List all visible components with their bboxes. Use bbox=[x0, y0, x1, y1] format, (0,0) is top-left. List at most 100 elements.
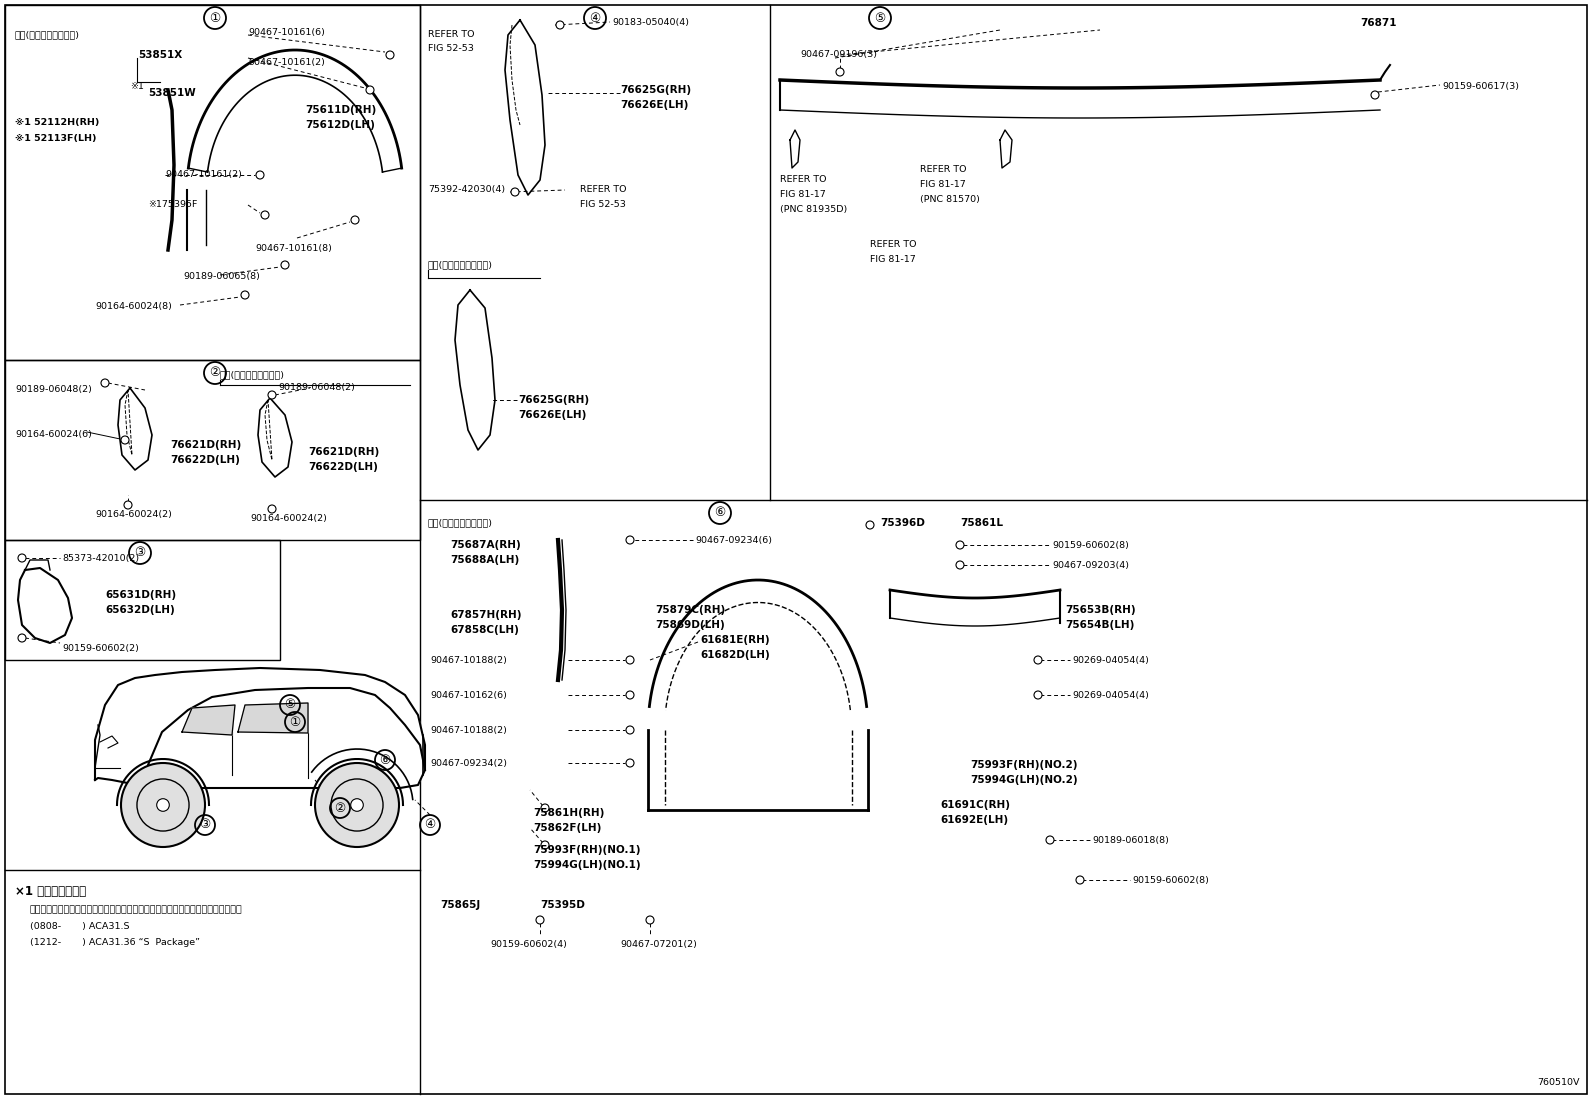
Circle shape bbox=[556, 21, 564, 29]
Circle shape bbox=[121, 763, 205, 847]
Circle shape bbox=[315, 763, 400, 847]
Circle shape bbox=[626, 759, 634, 767]
Text: 75993F(RH)(NO.2): 75993F(RH)(NO.2) bbox=[970, 761, 1078, 770]
Text: ×1 検索上のご注意: ×1 検索上のご注意 bbox=[14, 885, 86, 898]
Circle shape bbox=[957, 560, 965, 569]
Text: 90467-07201(2): 90467-07201(2) bbox=[619, 940, 697, 950]
Text: 76622D(LH): 76622D(LH) bbox=[170, 455, 240, 465]
Text: ※1: ※1 bbox=[131, 82, 143, 91]
Text: 90159-60602(4): 90159-60602(4) bbox=[490, 940, 567, 950]
Circle shape bbox=[124, 501, 132, 509]
Text: 90467-10161(2): 90467-10161(2) bbox=[248, 58, 325, 67]
Text: ②: ② bbox=[210, 366, 221, 379]
Circle shape bbox=[866, 521, 874, 529]
Text: ②: ② bbox=[334, 801, 345, 814]
Circle shape bbox=[1076, 876, 1084, 884]
Text: 次の型式及び仕様は、フロントバンパー体型のため、単品では補給していません。: 次の型式及び仕様は、フロントバンパー体型のため、単品では補給していません。 bbox=[30, 904, 242, 914]
Polygon shape bbox=[237, 703, 307, 733]
Text: 65632D(LH): 65632D(LH) bbox=[105, 606, 175, 615]
Text: 90269-04054(4): 90269-04054(4) bbox=[1071, 691, 1149, 700]
Polygon shape bbox=[96, 668, 425, 788]
Text: 53851W: 53851W bbox=[148, 88, 196, 98]
Text: 90159-60602(2): 90159-60602(2) bbox=[62, 644, 139, 653]
Circle shape bbox=[282, 260, 290, 269]
Circle shape bbox=[626, 656, 634, 664]
Text: 90467-10161(8): 90467-10161(8) bbox=[255, 244, 331, 253]
Circle shape bbox=[1046, 836, 1054, 844]
Text: 90183-05040(4): 90183-05040(4) bbox=[611, 18, 689, 27]
Text: (0808-       ) ACA31.S: (0808- ) ACA31.S bbox=[30, 922, 129, 931]
Text: FIG 52-53: FIG 52-53 bbox=[428, 44, 474, 53]
Text: 65631D(RH): 65631D(RH) bbox=[105, 590, 177, 600]
Text: 75653B(RH): 75653B(RH) bbox=[1065, 606, 1135, 615]
Text: 90164-60024(2): 90164-60024(2) bbox=[250, 514, 326, 523]
Text: REFER TO: REFER TO bbox=[780, 175, 826, 184]
Text: 76622D(LH): 76622D(LH) bbox=[307, 462, 377, 471]
Text: FIG 52-53: FIG 52-53 bbox=[579, 200, 626, 209]
Circle shape bbox=[267, 391, 275, 399]
Text: 90467-09234(2): 90467-09234(2) bbox=[430, 759, 506, 768]
Text: 75392-42030(4): 75392-42030(4) bbox=[428, 185, 505, 195]
Polygon shape bbox=[780, 80, 1380, 118]
Text: (1212-       ) ACA31.36 “S  Package”: (1212- ) ACA31.36 “S Package” bbox=[30, 939, 201, 947]
Circle shape bbox=[267, 506, 275, 513]
Circle shape bbox=[18, 554, 25, 562]
Circle shape bbox=[1033, 691, 1043, 699]
Text: 90164-60024(2): 90164-60024(2) bbox=[96, 510, 172, 519]
Circle shape bbox=[385, 51, 393, 59]
Text: ①: ① bbox=[290, 715, 301, 729]
Text: 76625G(RH): 76625G(RH) bbox=[619, 85, 691, 95]
Text: 90467-10162(6): 90467-10162(6) bbox=[430, 691, 506, 700]
Text: 67857H(RH): 67857H(RH) bbox=[451, 610, 522, 620]
Text: 61692E(LH): 61692E(LH) bbox=[939, 815, 1008, 825]
Circle shape bbox=[156, 799, 169, 811]
Text: 53851X: 53851X bbox=[139, 49, 181, 60]
Text: 90159-60602(8): 90159-60602(8) bbox=[1132, 876, 1208, 885]
Text: REFER TO: REFER TO bbox=[428, 30, 474, 38]
Text: 75879C(RH): 75879C(RH) bbox=[654, 606, 726, 615]
Circle shape bbox=[350, 217, 360, 224]
Text: 有り(オーバーフェンダ): 有り(オーバーフェンダ) bbox=[428, 260, 494, 269]
Text: 76625G(RH): 76625G(RH) bbox=[517, 395, 589, 406]
Text: 75654B(LH): 75654B(LH) bbox=[1065, 620, 1135, 630]
Circle shape bbox=[646, 915, 654, 924]
Text: 76871: 76871 bbox=[1360, 18, 1396, 27]
Bar bbox=[5, 360, 420, 540]
Circle shape bbox=[626, 726, 634, 734]
Text: 760510V: 760510V bbox=[1538, 1078, 1579, 1087]
Text: 76626E(LH): 76626E(LH) bbox=[619, 100, 688, 110]
Circle shape bbox=[350, 799, 363, 811]
Text: 90269-04054(4): 90269-04054(4) bbox=[1071, 656, 1149, 665]
Text: FIG 81-17: FIG 81-17 bbox=[869, 255, 915, 264]
Circle shape bbox=[537, 915, 544, 924]
Text: 有り(オーバーフェンダ): 有り(オーバーフェンダ) bbox=[14, 30, 80, 38]
Text: ※1 52113F(LH): ※1 52113F(LH) bbox=[14, 134, 97, 143]
Text: 90467-09203(4): 90467-09203(4) bbox=[1052, 560, 1129, 570]
Text: 75688A(LH): 75688A(LH) bbox=[451, 555, 519, 565]
Text: 76621D(RH): 76621D(RH) bbox=[170, 440, 242, 449]
Circle shape bbox=[541, 804, 549, 812]
Text: 75861H(RH): 75861H(RH) bbox=[533, 808, 605, 818]
Text: ④: ④ bbox=[425, 819, 436, 832]
Circle shape bbox=[240, 291, 248, 299]
Text: 90189-06048(2): 90189-06048(2) bbox=[279, 382, 355, 392]
Bar bbox=[5, 540, 280, 660]
Text: 90159-60617(3): 90159-60617(3) bbox=[1442, 82, 1519, 91]
Text: 90467-09196(3): 90467-09196(3) bbox=[801, 49, 877, 59]
Text: ⑤: ⑤ bbox=[285, 699, 296, 711]
Circle shape bbox=[1371, 91, 1379, 99]
Text: 90467-10161(2): 90467-10161(2) bbox=[166, 170, 242, 179]
Text: 90467-10161(6): 90467-10161(6) bbox=[248, 27, 325, 37]
Text: 67858C(LH): 67858C(LH) bbox=[451, 625, 519, 635]
Text: ③: ③ bbox=[134, 546, 145, 559]
Text: 90467-10188(2): 90467-10188(2) bbox=[430, 726, 506, 735]
Text: ※175395F: ※175395F bbox=[148, 200, 197, 209]
Text: ⑥: ⑥ bbox=[379, 754, 390, 766]
Circle shape bbox=[18, 634, 25, 642]
Circle shape bbox=[256, 171, 264, 179]
Text: 75396D: 75396D bbox=[880, 518, 925, 528]
Text: 90189-06048(2): 90189-06048(2) bbox=[14, 385, 92, 395]
Text: ※1 52112H(RH): ※1 52112H(RH) bbox=[14, 118, 99, 127]
Bar bbox=[5, 5, 420, 360]
Circle shape bbox=[100, 379, 108, 387]
